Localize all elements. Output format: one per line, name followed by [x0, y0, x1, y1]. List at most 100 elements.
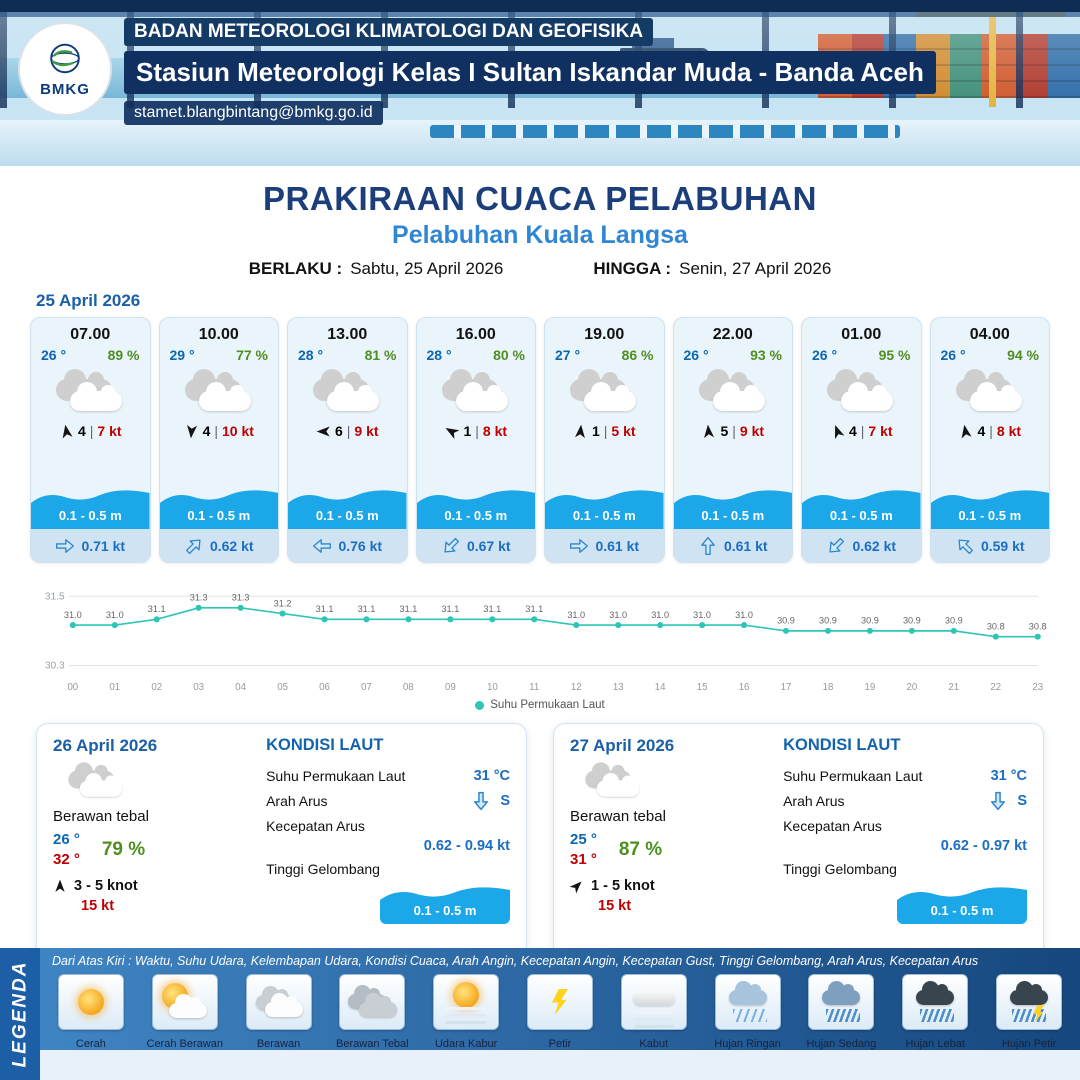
page-title: PRAKIRAAN CUACA PELABUHAN: [263, 180, 817, 217]
current-speed: 0.62 kt: [852, 537, 897, 554]
wind-speed-ms: 4: [202, 423, 211, 439]
humidity: 95 %: [878, 347, 911, 363]
temp-max: 32 °: [53, 851, 80, 869]
svg-text:03: 03: [193, 682, 204, 693]
gelombang-row: Tinggi Gelombang: [266, 861, 510, 877]
kecepatan-arus-value: 0.62 - 0.97 kt: [940, 838, 1027, 854]
header-text: BADAN METEOROLOGI KLIMATOLOGI DAN GEOFIS…: [124, 18, 936, 125]
cloud-icon: [438, 369, 514, 417]
wind-range: 1 - 5 knot: [591, 877, 655, 894]
temp-humidity-row: 26 ° 95 %: [802, 344, 921, 363]
wind-row: 5 | 9 kt: [674, 423, 793, 439]
cloud-front-shape: [712, 382, 765, 411]
svg-text:31.3: 31.3: [232, 593, 250, 603]
legend-label: Petir: [548, 1038, 572, 1050]
forecast-time: 01.00: [841, 326, 882, 343]
svg-text:31.0: 31.0: [609, 610, 627, 620]
cloud-front-shape: [455, 382, 508, 411]
daily-weather-panel: 27 April 2026 Berawan tebal 25 ° 31 ° 87…: [569, 736, 771, 946]
air-temperature: 26 °: [940, 347, 966, 363]
wind-row: 1 | 5 kt: [545, 423, 664, 439]
wind-direction-icon: [58, 422, 75, 439]
wind-gust-kt: 5 kt: [611, 423, 636, 439]
cloud-front-shape: [841, 382, 894, 411]
humidity: 89 %: [107, 347, 140, 363]
current-row: 0.62 kt: [802, 529, 921, 562]
kecepatan-arus-row: Kecepatan Arus 0.62 - 0.97 kt: [783, 818, 1027, 854]
divider: |: [732, 423, 736, 439]
wave-height-value: 0.1 - 0.5 m: [572, 508, 636, 523]
air-temperature: 26 °: [812, 347, 838, 363]
wind-row: 1 | 8 kt: [417, 423, 536, 439]
temp-min: 25 °: [570, 831, 597, 848]
haze-icon: [433, 974, 500, 1030]
svg-text:00: 00: [67, 682, 78, 693]
station-email: stamet.blangbintang@bmkg.go.id: [124, 101, 383, 125]
wind-gust-kt: 7 kt: [868, 423, 893, 439]
legend-label: Berawan Tebal: [336, 1038, 409, 1050]
svg-text:16: 16: [739, 682, 750, 693]
legend-item-udara-kabur: Udara Kabur: [419, 974, 513, 1051]
divider: |: [989, 423, 993, 439]
wind-speed-ms: 1: [463, 423, 472, 439]
arus-row: Arah Arus S: [266, 791, 510, 811]
legend-label: Berawan: [256, 1038, 301, 1050]
svg-text:31.1: 31.1: [400, 604, 418, 614]
agency-name: BADAN METEOROLOGI KLIMATOLOGI DAN GEOFIS…: [124, 18, 654, 46]
hourly-forecast-card: 10.00 29 ° 77 % 4 | 10 kt 0.1 - 0.5 m: [158, 317, 279, 563]
svg-text:10: 10: [487, 682, 498, 693]
legend-item-hujan-petir: Hujan Petir: [982, 974, 1076, 1051]
temp-min: 26 °: [53, 831, 80, 848]
wind-direction-icon: [442, 421, 462, 441]
cloud-front-shape: [70, 382, 123, 411]
current-direction-icon: [988, 791, 1008, 811]
daily-date: 27 April 2026: [570, 736, 675, 755]
current-row: 0.61 kt: [545, 529, 664, 562]
current-row: 0.67 kt: [416, 529, 535, 562]
daily-weather-panel: 26 April 2026 Berawan tebal 26 ° 32 ° 79…: [53, 736, 254, 946]
temp-humidity-row: 26 ° 89 %: [31, 344, 150, 363]
cloud-icon: [695, 369, 771, 417]
wave-height-value: 0.1 - 0.5 m: [315, 508, 379, 523]
legend-label: Hujan Lebat: [905, 1038, 965, 1050]
humidity: 93 %: [750, 347, 782, 363]
air-temperature: 26 °: [41, 347, 67, 363]
humidity: 81 %: [364, 347, 397, 363]
legend-label: Hujan Sedang: [806, 1038, 877, 1050]
current-direction-icon: [55, 536, 75, 556]
divider: |: [346, 423, 351, 439]
legend-item-petir: Petir: [513, 974, 607, 1051]
wind-gust-kt: 10 kt: [222, 423, 254, 439]
sst-label: Suhu Permukaan Laut: [783, 768, 923, 784]
sun-shape: [453, 982, 480, 1008]
hourly-forecast-card: 04.00 26 ° 94 % 4 | 8 kt 0.1 - 0.5 m: [929, 317, 1050, 563]
gelombang-row: Tinggi Gelombang: [783, 861, 1027, 877]
current-direction-icon: [822, 531, 850, 559]
wave-height-band: 0.1 - 0.5 m: [673, 483, 792, 529]
fog-lines-shape: [633, 1011, 674, 1014]
moderate-rain-icon: [808, 974, 875, 1030]
temp-max: 31 °: [570, 851, 597, 869]
fog-shape: [631, 991, 676, 1007]
current-row: 0.59 kt: [930, 529, 1049, 562]
svg-text:31.0: 31.0: [106, 610, 124, 620]
forecast-time: 13.00: [327, 326, 368, 343]
svg-text:31.1: 31.1: [358, 604, 376, 614]
kecepatan-arus-value: 0.62 - 0.94 kt: [423, 838, 510, 854]
wind-row: 4 | 8 kt: [931, 423, 1050, 439]
wave-height-value: 0.1 - 0.5 m: [444, 508, 508, 523]
wave-height-band: 0.1 - 0.5 m: [930, 483, 1049, 529]
forecast-time: 10.00: [198, 326, 239, 343]
svg-text:30.3: 30.3: [45, 661, 65, 672]
svg-text:15: 15: [697, 682, 708, 693]
temp-humidity-row: 26 ° 93 %: [674, 344, 793, 363]
svg-text:30.9: 30.9: [903, 616, 921, 626]
legend-label: Udara Kabur: [434, 1038, 498, 1050]
header: BMKG BADAN METEOROLOGI KLIMATOLOGI DAN G…: [0, 0, 1080, 166]
current-direction-icon: [180, 531, 208, 559]
rain-shape: [1012, 1009, 1047, 1022]
svg-text:30.8: 30.8: [987, 622, 1005, 632]
hourly-forecast-card: 07.00 26 ° 89 % 4 | 7 kt 0.1 - 0.5 m: [30, 317, 151, 563]
current-row: 0.76 kt: [288, 529, 407, 562]
legend-label: Kabut: [639, 1038, 669, 1050]
